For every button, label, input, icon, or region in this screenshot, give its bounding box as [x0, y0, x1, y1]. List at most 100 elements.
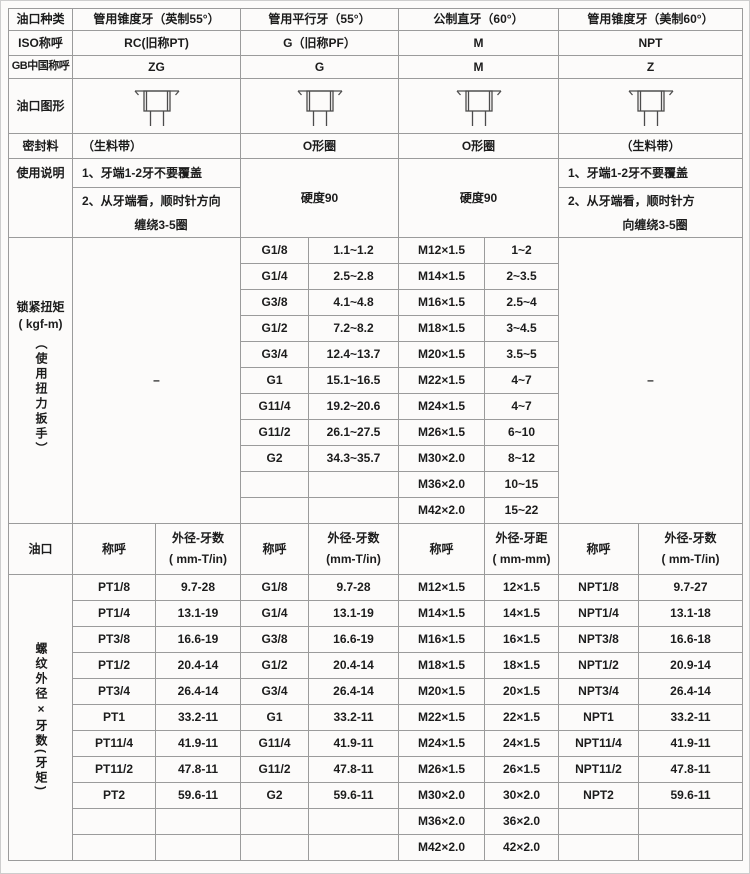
torque-thread-g: G11/2	[240, 419, 309, 446]
port-name-pt: PT11/2	[72, 756, 156, 783]
port-spec-g: 33.2-11	[308, 704, 399, 731]
port-name-npt: NPT11/4	[558, 730, 639, 757]
spec-title: 外径-牙数	[664, 531, 717, 545]
port-spec-g: 16.6-19	[308, 626, 399, 653]
torque-thread-g: G1	[240, 367, 309, 394]
usage-rc-step1: 1、牙端1-2牙不要覆盖	[72, 158, 241, 188]
gb-npt: Z	[558, 55, 743, 79]
port-header-npt-spec: 外径-牙数 ( mm-T/in)	[638, 523, 743, 575]
port-spec-pt: 47.8-11	[155, 756, 241, 783]
row-label-port-graphic: 油口图形	[8, 78, 73, 134]
port-name-pt: PT3/8	[72, 626, 156, 653]
seal-g: O形圈	[240, 133, 399, 159]
torque-value-m: 3.5~5	[484, 341, 559, 368]
row-label-seal: 密封料	[8, 133, 73, 159]
port-header-pt-name: 称呼	[72, 523, 156, 575]
seal-npt: （生料带）	[558, 133, 743, 159]
usage-npt-step2: 2、从牙端看，顺时针方 向缠绕3-5圈	[558, 187, 743, 238]
port-spec-pt	[155, 834, 241, 861]
thread-type-rc: 管用锥度牙（英制55°）	[72, 8, 241, 31]
port-spec-m: 12×1.5	[484, 574, 559, 601]
port-name-m: M36×2.0	[398, 808, 485, 835]
torque-thread-g: G3/4	[240, 341, 309, 368]
port-header-m-name: 称呼	[398, 523, 485, 575]
torque-thread-m: M12×1.5	[398, 237, 485, 264]
port-spec-npt: 13.1-18	[638, 600, 743, 627]
port-name-g: G2	[240, 782, 309, 809]
torque-thread-m: M36×2.0	[398, 471, 485, 498]
torque-label-unit: ( kgf-m)	[18, 317, 63, 331]
port-spec-g: 26.4-14	[308, 678, 399, 705]
spec-row: PT1/4 13.1-19 G1/4 13.1-19 M14×1.5 14×1.5 NPT1…	[9, 600, 743, 627]
port-name-pt: PT2	[72, 782, 156, 809]
torque-thread-g	[240, 497, 309, 524]
port-spec-npt: 59.6-11	[638, 782, 743, 809]
port-spec-npt	[638, 834, 743, 861]
port-spec-npt: 41.9-11	[638, 730, 743, 757]
port-spec-pt: 13.1-19	[155, 600, 241, 627]
port-name-g: G3/4	[240, 678, 309, 705]
port-spec-m: 36×2.0	[484, 808, 559, 835]
port-name-g: G11/2	[240, 756, 309, 783]
port-name-g: G1/4	[240, 600, 309, 627]
port-spec-pt: 26.4-14	[155, 678, 241, 705]
spec-row: PT3/4 26.4-14 G3/4 26.4-14 M20×1.5 20×1.5 NPT3…	[9, 678, 743, 705]
spec-label-vertical: 螺纹外径×牙数(牙矩)	[34, 641, 48, 793]
port-spec-g: 47.8-11	[308, 756, 399, 783]
port-name-m: M14×1.5	[398, 600, 485, 627]
iso-rc: RC(旧称PT)	[72, 30, 241, 56]
torque-value-g: 1.1~1.2	[308, 237, 399, 264]
port-name-m: M30×2.0	[398, 782, 485, 809]
port-header-pt-spec: 外径-牙数 ( mm-T/in)	[155, 523, 241, 575]
port-spec-npt: 26.4-14	[638, 678, 743, 705]
port-spec-m: 20×1.5	[484, 678, 559, 705]
port-header-npt-name: 称呼	[558, 523, 639, 575]
port-spec-pt: 16.6-19	[155, 626, 241, 653]
thread-type-npt: 管用锥度牙（美制60°）	[558, 8, 743, 31]
torque-thread-m: M30×2.0	[398, 445, 485, 472]
port-name-m: M42×2.0	[398, 834, 485, 861]
port-name-m: M22×1.5	[398, 704, 485, 731]
row-label-usage: 使用说明	[8, 158, 73, 238]
port-spec-pt: 20.4-14	[155, 652, 241, 679]
port-spec-npt	[638, 808, 743, 835]
port-name-m: M20×1.5	[398, 678, 485, 705]
port-name-g	[240, 834, 309, 861]
port-name-pt	[72, 808, 156, 835]
iso-g: G（旧称PF）	[240, 30, 399, 56]
port-name-npt: NPT1/8	[558, 574, 639, 601]
usage-step2-wrap: 缠绕3-5圈	[134, 218, 188, 232]
port-spec-m: 22×1.5	[484, 704, 559, 731]
spec-title: 外径-牙数	[327, 531, 380, 545]
usage-step2-text: 2、从牙端看，顺时针方向	[82, 194, 221, 208]
port-spec-m: 30×2.0	[484, 782, 559, 809]
usage-step2-text: 2、从牙端看，顺时针方	[568, 194, 695, 208]
port-name-pt: PT3/4	[72, 678, 156, 705]
usage-m-hardness: 硬度90	[398, 158, 559, 238]
spec-row: M42×2.0 42×2.0	[9, 834, 743, 861]
thread-type-m: 公制直牙（60°）	[398, 8, 559, 31]
thread-type-table: 油口种类 管用锥度牙（英制55°） 管用平行牙（55°） 公制直牙（60°） 管…	[8, 8, 743, 861]
seal-m: O形圈	[398, 133, 559, 159]
torque-thread-g: G1/4	[240, 263, 309, 290]
iso-npt: NPT	[558, 30, 743, 56]
torque-row: G1 15.1~16.5 M22×1.5 4~7	[9, 367, 743, 394]
spec-title: 外径-牙距	[495, 531, 548, 545]
port-spec-g: 13.1-19	[308, 600, 399, 627]
torque-rc-dash: –	[72, 237, 241, 524]
port-spec-npt: 47.8-11	[638, 756, 743, 783]
torque-thread-g	[240, 471, 309, 498]
port-name-npt: NPT11/2	[558, 756, 639, 783]
spec-unit: ( mm-T/in)	[661, 552, 720, 566]
torque-value-g: 2.5~2.8	[308, 263, 399, 290]
port-name-m: M26×1.5	[398, 756, 485, 783]
port-name-npt	[558, 834, 639, 861]
port-spec-g: 9.7-28	[308, 574, 399, 601]
torque-thread-g: G3/8	[240, 289, 309, 316]
torque-row: G3/8 4.1~4.8 M16×1.5 2.5~4	[9, 289, 743, 316]
torque-row: M36×2.0 10~15	[9, 471, 743, 498]
port-spec-pt	[155, 808, 241, 835]
torque-thread-m: M14×1.5	[398, 263, 485, 290]
torque-value-g: 7.2~8.2	[308, 315, 399, 342]
torque-thread-g: G1/8	[240, 237, 309, 264]
